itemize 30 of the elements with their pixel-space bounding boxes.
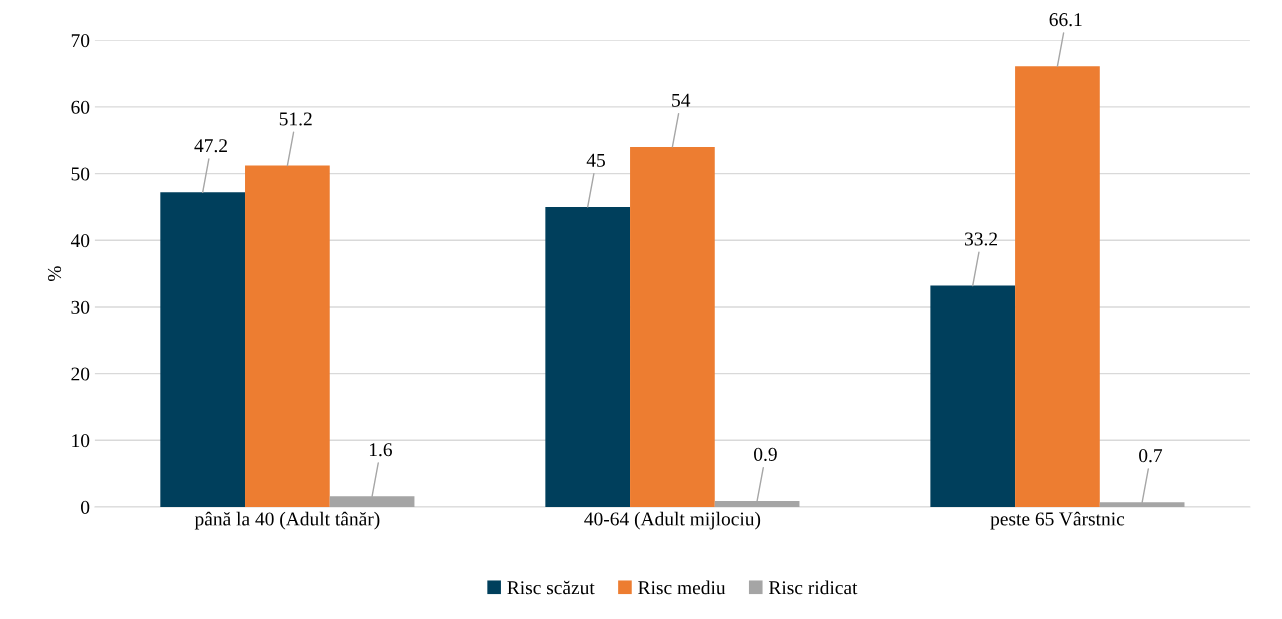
- bar: [160, 192, 246, 507]
- data-label: 51.2: [279, 112, 312, 126]
- bar: [1015, 66, 1100, 507]
- x-tick-label: peste 65 Vârstnic: [990, 511, 1125, 530]
- y-tick-label: 30: [71, 300, 90, 314]
- y-tick-label: 10: [72, 434, 90, 448]
- bar: [930, 285, 1016, 507]
- legend-label: Risc ridicat: [768, 580, 858, 595]
- y-tick-label: 60: [71, 100, 90, 114]
- bar: [630, 146, 715, 507]
- data-label: 45: [586, 153, 605, 167]
- bar: [245, 165, 330, 507]
- y-tick-label: 20: [71, 367, 90, 381]
- data-label: 54: [672, 93, 691, 107]
- y-tick-label: 70: [71, 34, 90, 48]
- data-label: 1.6: [369, 443, 392, 457]
- data-label: 0.9: [754, 447, 777, 461]
- x-tick-label: până la 40 (Adult tânăr): [194, 511, 380, 530]
- bar: [545, 206, 631, 507]
- y-axis-title: %: [47, 266, 62, 282]
- data-label: 33.2: [964, 232, 998, 246]
- x-tick-label: 40-64 (Adult mijlociu): [584, 511, 761, 530]
- data-label: 0.7: [1139, 449, 1163, 463]
- y-tick-label: 50: [71, 167, 90, 181]
- data-label: 66.1: [1049, 13, 1082, 27]
- legend-label: Risc mediu: [638, 580, 726, 595]
- y-tick-label: 40: [70, 234, 90, 248]
- data-label: 47.2: [194, 139, 227, 153]
- y-tick-label: 0: [81, 500, 90, 514]
- legend-label: Risc scăzut: [507, 580, 595, 595]
